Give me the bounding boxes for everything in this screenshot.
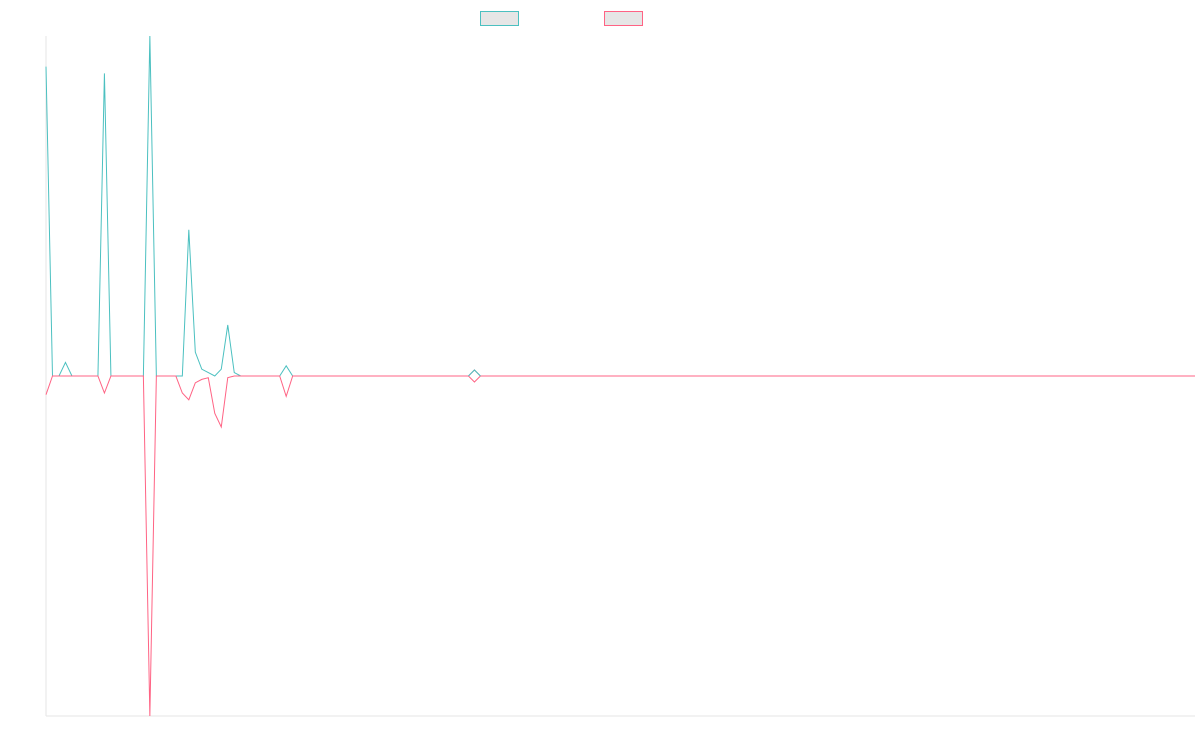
legend-item-series-1[interactable] (480, 9, 519, 27)
legend-item-series-2[interactable] (604, 9, 643, 27)
series-layer (45, 35, 1195, 717)
legend (0, 9, 1200, 27)
series-line-1 (45, 35, 1195, 377)
data-point-marker[interactable] (467, 369, 482, 383)
legend-swatch-series-1 (480, 10, 519, 26)
series-line-2 (45, 375, 1195, 717)
marker-layer (467, 369, 482, 383)
data-point-marker-top (468, 369, 481, 377)
legend-swatch-series-2 (604, 10, 643, 26)
